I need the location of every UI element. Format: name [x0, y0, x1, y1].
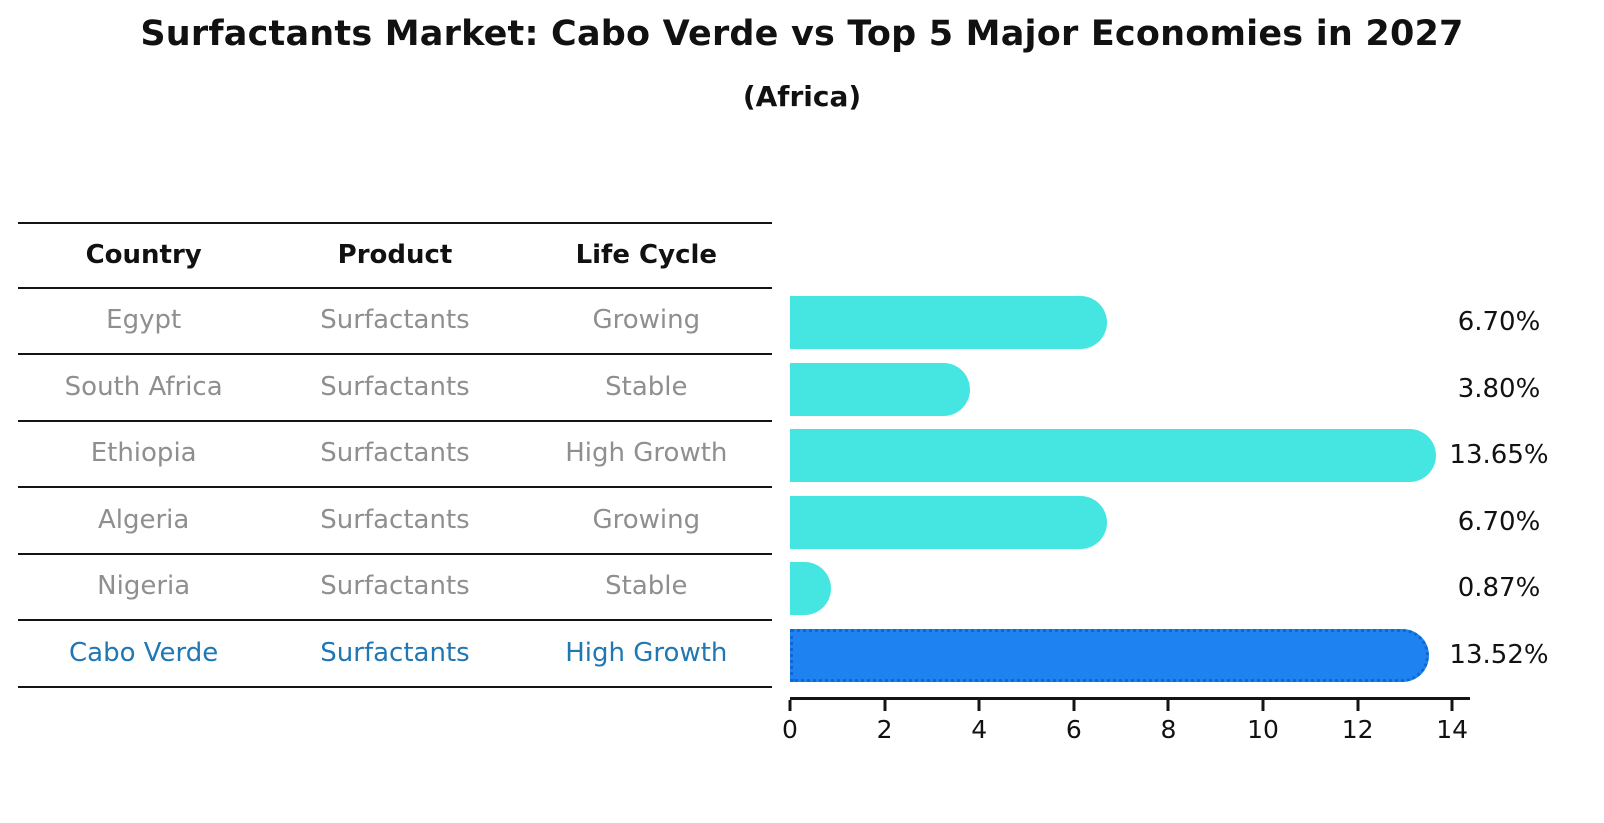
- x-tick-label: 12: [1341, 715, 1374, 744]
- table-row: South Africa Surfactants Stable: [18, 355, 772, 422]
- x-tick-label: 6: [1065, 715, 1082, 744]
- bar-nigeria: [790, 562, 832, 615]
- cell-life-cycle: Stable: [605, 571, 688, 602]
- bar-row: [790, 489, 1470, 556]
- x-tick-label: 8: [1160, 715, 1177, 744]
- table-row: Nigeria Surfactants Stable: [18, 555, 772, 621]
- bar-row: [790, 555, 1470, 622]
- cell-product: Surfactants: [320, 504, 470, 535]
- cell-country: Cabo Verde: [69, 637, 219, 668]
- table-row: Algeria Surfactants Growing: [18, 488, 772, 555]
- value-labels: 6.70% 3.80% 13.65% 6.70% 0.87% 13.52%: [1444, 289, 1554, 688]
- header-country: Country: [85, 239, 202, 270]
- cell-life-cycle: Growing: [592, 305, 701, 336]
- cell-life-cycle: High Growth: [565, 438, 728, 469]
- cell-country: Ethiopia: [90, 438, 197, 469]
- cell-country: Nigeria: [97, 571, 191, 602]
- country-table: Country Product Life Cycle Egypt Surfacta…: [18, 222, 772, 688]
- x-tick: [1166, 700, 1170, 711]
- header-life-cycle: Life Cycle: [575, 239, 718, 270]
- table-row: Ethiopia Surfactants High Growth: [18, 422, 772, 488]
- table-row: Egypt Surfactants Growing: [18, 289, 772, 355]
- cell-life-cycle: Growing: [592, 504, 701, 535]
- cell-product: Surfactants: [320, 438, 470, 469]
- x-tick: [1450, 700, 1454, 711]
- cell-product: Surfactants: [320, 637, 470, 668]
- cell-country: Algeria: [97, 504, 190, 535]
- x-tick: [1261, 700, 1265, 711]
- x-tick-label: 2: [876, 715, 893, 744]
- cell-product: Surfactants: [320, 305, 470, 336]
- table-header-row: Country Product Life Cycle: [18, 222, 772, 289]
- table-rows: Egypt Surfactants Growing South Africa Surfa…: [18, 289, 772, 688]
- bar-egypt: [790, 296, 1107, 349]
- bar-value-label: 6.70%: [1457, 307, 1541, 338]
- bar-value-label: 3.80%: [1457, 373, 1541, 404]
- cell-country: Egypt: [106, 305, 182, 336]
- chart-title: Surfactants Market: Cabo Verde vs Top 5 …: [140, 14, 1464, 54]
- x-tick: [883, 700, 887, 711]
- bar-row: [790, 356, 1470, 423]
- bar-row: [790, 422, 1470, 489]
- cell-product: Surfactants: [320, 371, 470, 402]
- header-product: Product: [337, 239, 453, 270]
- bar-algeria: [790, 495, 1107, 549]
- bar-value-label: 6.70%: [1457, 506, 1541, 537]
- bar-ethiopia: [790, 429, 1436, 482]
- cell-country: South Africa: [64, 371, 223, 402]
- x-tick-label: 14: [1436, 715, 1469, 744]
- cell-life-cycle: Stable: [605, 371, 688, 402]
- bar-value-label: 13.52%: [1449, 639, 1549, 670]
- x-tick-label: 4: [971, 715, 988, 744]
- bar-chart: [790, 289, 1470, 688]
- x-tick-label: 10: [1247, 715, 1279, 744]
- x-tick: [1356, 700, 1360, 711]
- table-row: Cabo Verde Surfactants High Growth: [18, 621, 772, 688]
- bar-value-label: 0.87%: [1457, 573, 1541, 604]
- x-tick: [1072, 700, 1076, 711]
- bar-cabo-verde: [790, 628, 1430, 682]
- x-axis: 0 2 4 6 8 10 12 14: [782, 697, 1470, 744]
- cell-product: Surfactants: [320, 571, 470, 602]
- cell-life-cycle: High Growth: [565, 637, 728, 668]
- x-tick: [977, 700, 981, 711]
- x-tick-label: 0: [782, 715, 798, 744]
- bar-value-label: 13.65%: [1449, 440, 1549, 471]
- x-tick: [788, 700, 792, 711]
- chart-subtitle: (Africa): [742, 80, 862, 113]
- bar-south-africa: [790, 362, 970, 416]
- bar-row: [790, 622, 1470, 689]
- bar-row: [790, 289, 1470, 356]
